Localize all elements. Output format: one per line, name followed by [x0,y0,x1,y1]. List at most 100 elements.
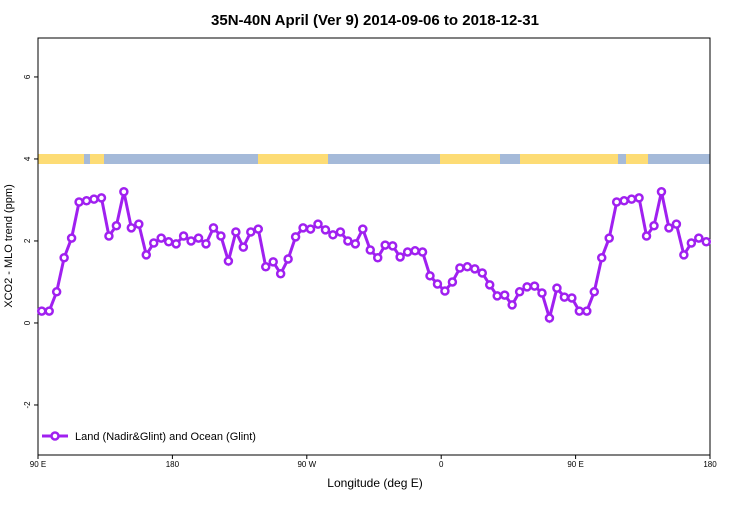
y-tick-label: 0 [23,320,32,325]
y-tick-label: 4 [23,156,32,161]
data-point [44,306,54,316]
data-point [477,268,488,278]
data-point [559,292,570,302]
data-point [686,238,697,248]
data-point [574,306,585,316]
data-point [626,194,637,204]
data-point [268,257,278,267]
data-point [358,224,368,234]
data-point [141,250,152,260]
surface-band [38,154,710,164]
x-tick-label: 90 E [30,460,46,469]
data-point [313,219,323,229]
data-point [671,219,682,229]
data-point [246,227,256,237]
data-point [89,194,99,204]
data-point [514,287,525,297]
data-point [611,197,622,207]
data-point [126,223,137,233]
data-point [96,193,107,203]
data-point [372,253,383,263]
data-point [365,245,376,255]
y-tick-label: 6 [23,74,32,79]
data-point [634,193,644,203]
data-point [343,236,353,246]
data-point [596,253,607,263]
data-point [66,233,77,243]
x-tick-label: 180 [703,460,717,469]
data-point [492,291,502,301]
data-point [231,227,241,237]
y-axis-label: XCO2 - MLO trend (ppm) [3,184,15,307]
plot-frame [37,37,711,456]
data-point [470,264,480,274]
data-point [36,306,47,316]
data-point [260,262,271,272]
data-point [201,239,211,249]
data-point [81,196,92,206]
x-tick-label: 90 W [297,460,316,469]
y-tick-label: 2 [23,238,32,243]
x-tick-label: 90 E [567,460,583,469]
data-point [567,293,577,303]
y-tick-label: -2 [23,401,32,409]
data-point [111,221,122,231]
data-point [387,241,398,251]
data-point [701,237,712,247]
data-point [380,240,390,250]
data-point [537,288,547,298]
data-point [507,300,517,310]
data-point [604,233,614,243]
data-point [193,233,204,243]
data-point [186,236,196,246]
data-point [544,313,555,323]
data-point [223,256,234,266]
data-point [275,269,286,279]
data-point [178,231,189,241]
data-point [410,246,420,256]
data-point [432,279,443,289]
data-point [305,224,316,234]
x-axis-label: Longitude (deg E) [327,476,422,490]
x-tick-label: 180 [166,460,180,469]
data-point [641,231,652,241]
data-point [694,233,704,243]
data-point [664,223,674,233]
data-point [163,237,174,247]
data-point [320,225,331,235]
legend-swatch-marker [50,431,60,441]
data-point [679,250,689,260]
data-point [134,219,144,229]
data-point [148,238,159,248]
data-point [328,230,338,240]
data-point [402,247,413,257]
data-point [425,271,435,281]
chart-title: 35N-40N April (Ver 9) 2014-09-06 to 2018… [211,12,539,29]
data-point [74,197,84,207]
data-point [156,233,166,243]
data-point [529,281,540,291]
data-point [649,221,659,231]
data-point [119,187,129,197]
data-point [589,287,600,297]
data-point [290,232,301,242]
data-point [298,223,308,233]
data-point [455,263,465,273]
data-point [582,306,592,316]
data-point [253,224,264,234]
legend-label: Land (Nadir&Glint) and Ocean (Glint) [75,431,256,443]
x-tick-label: 0 [439,460,444,469]
data-point [440,286,450,296]
data-point [208,223,219,233]
data-point [656,187,667,197]
data-point [283,254,293,264]
data-point [104,231,114,241]
data-point [522,282,532,292]
data-point [335,227,346,237]
data-point [619,196,629,206]
data-point [350,239,361,249]
data-point [447,277,458,287]
data-point [417,247,428,257]
data-point [462,262,473,272]
